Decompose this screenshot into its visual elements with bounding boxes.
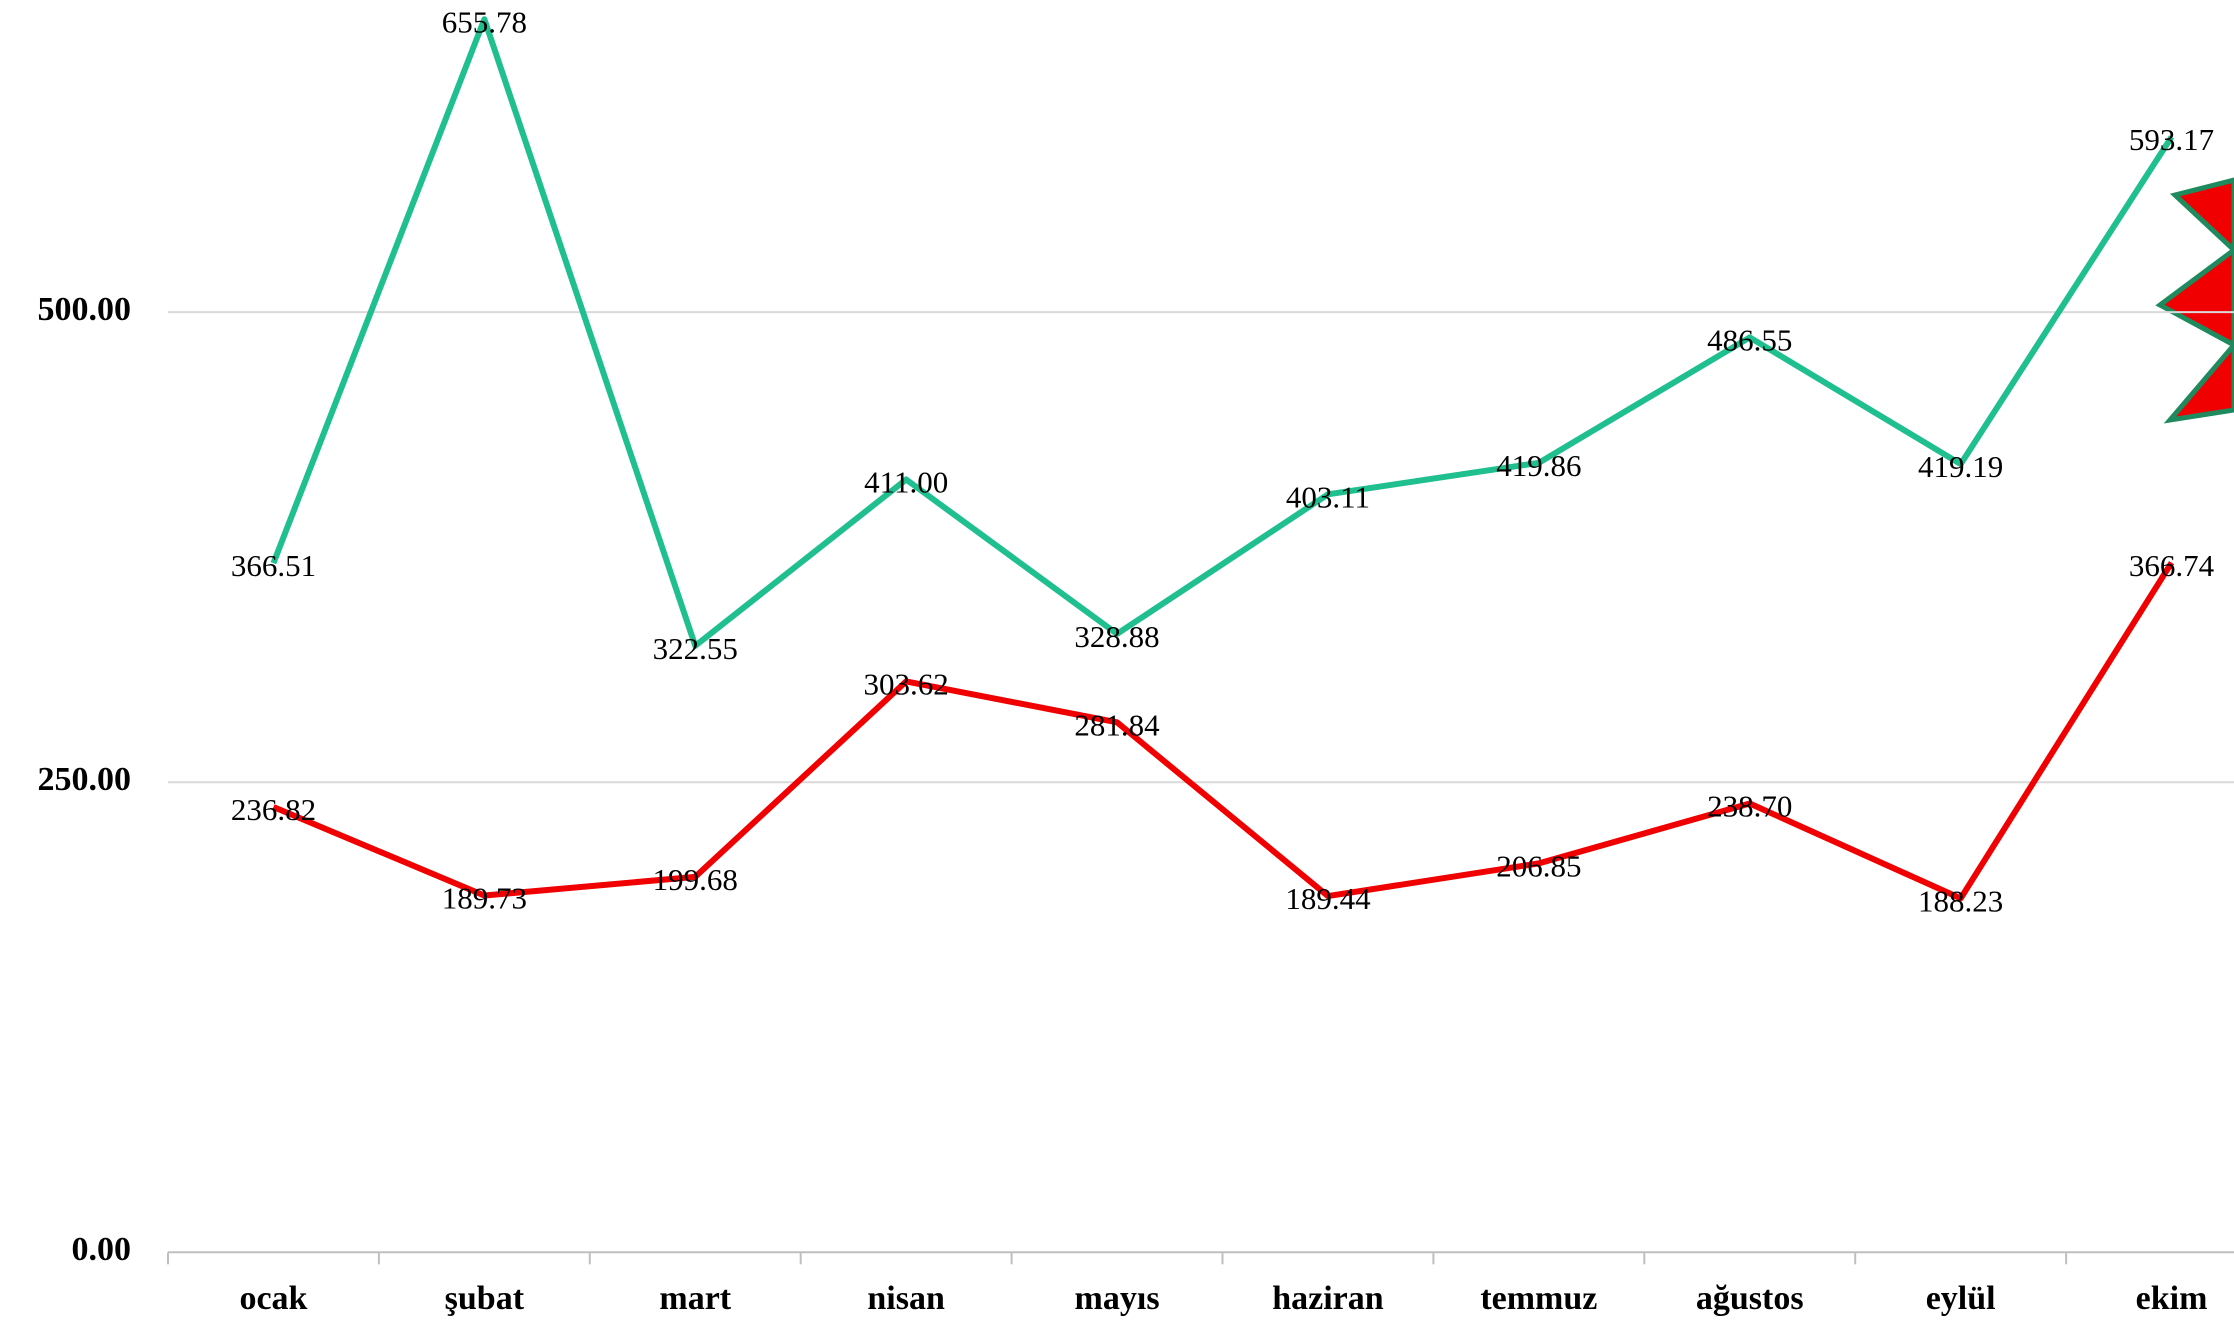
x-tick-label: nisan <box>867 1280 945 1317</box>
data-label: 593.17 <box>2129 122 2214 157</box>
x-tick-label: temmuz <box>1480 1280 1597 1317</box>
star <box>2155 177 2234 424</box>
y-tick-label: 0.00 <box>72 1231 132 1268</box>
x-tick-label: ocak <box>239 1280 307 1317</box>
data-label: 206.85 <box>1496 848 1581 883</box>
x-tick-label: haziran <box>1272 1280 1384 1317</box>
data-label: 189.44 <box>1285 881 1371 916</box>
data-label: 419.86 <box>1496 448 1581 483</box>
data-label: 655.78 <box>442 4 527 39</box>
x-tick-label: ağustos <box>1696 1280 1804 1317</box>
data-label: 188.23 <box>1918 883 2003 918</box>
data-label: 366.51 <box>231 548 316 583</box>
data-label: 322.55 <box>653 631 738 666</box>
y-tick-label: 250.00 <box>38 761 132 798</box>
data-label: 419.19 <box>1918 449 2003 484</box>
data-label: 189.73 <box>442 881 527 916</box>
data-label: 238.70 <box>1707 789 1792 824</box>
data-label: 411.00 <box>864 465 948 500</box>
x-tick-label: eylül <box>1926 1280 1996 1317</box>
decoration-star <box>2155 177 2234 424</box>
data-label: 366.74 <box>2129 548 2215 583</box>
x-tick-label: ekim <box>2136 1280 2208 1317</box>
x-tick-label: şubat <box>445 1280 525 1317</box>
line-series <box>272 561 2175 902</box>
data-label: 303.62 <box>864 667 949 702</box>
line-series <box>270 16 2175 649</box>
data-label: 486.55 <box>1707 323 1792 358</box>
y-tick-label: 500.00 <box>38 291 132 328</box>
x-tick-label: mayıs <box>1075 1280 1160 1317</box>
data-label: 281.84 <box>1074 707 1160 742</box>
data-label: 328.88 <box>1074 619 1159 654</box>
data-label: 403.11 <box>1286 479 1370 514</box>
data-label: 199.68 <box>653 862 738 897</box>
data-label: 236.82 <box>231 792 316 827</box>
x-tick-label: mart <box>659 1280 731 1317</box>
